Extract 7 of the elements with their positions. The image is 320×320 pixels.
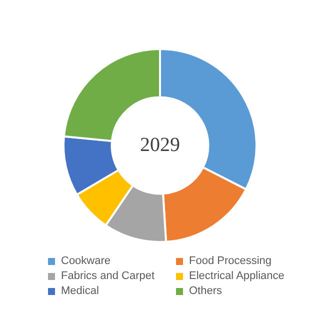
legend-label: Medical: [60, 285, 100, 297]
text: 2029: [140, 134, 180, 156]
legend-label: Others: [188, 285, 224, 297]
legend-label: Cookware: [60, 255, 112, 267]
legend-label: Food Processing: [188, 255, 273, 267]
legend-label: Fabrics and Carpet: [60, 270, 156, 282]
legend-label: Electrical Appliance: [188, 270, 286, 282]
